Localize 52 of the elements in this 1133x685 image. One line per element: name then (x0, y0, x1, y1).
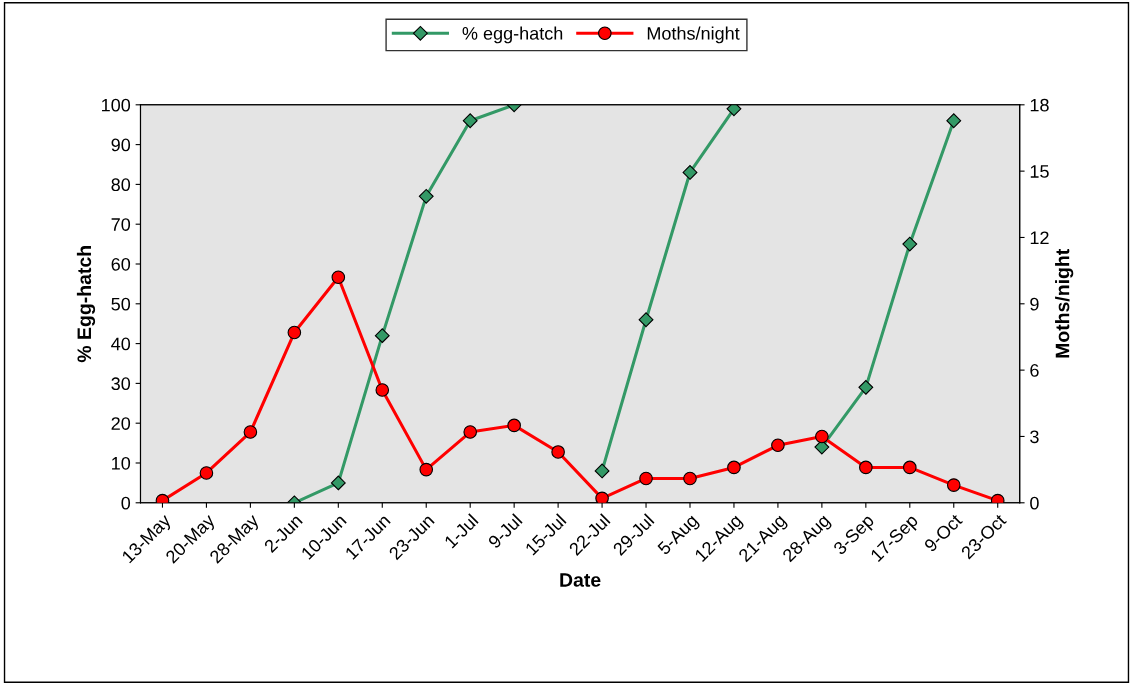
legend-label: Moths/night (647, 26, 740, 44)
point (946, 478, 961, 492)
point (902, 460, 917, 475)
point (815, 429, 829, 444)
point (374, 328, 390, 344)
point (639, 471, 653, 486)
point (726, 104, 742, 117)
point (243, 425, 258, 439)
y2-axis-title: Moths/night (1055, 248, 1074, 358)
y-axis-title: % Egg-hatch (76, 246, 96, 363)
point (199, 466, 214, 480)
point (771, 438, 785, 453)
y-tick-label: 30 (111, 377, 131, 391)
x-axis-title: Date (560, 573, 601, 587)
y-tick-label: 60 (111, 257, 131, 271)
point (287, 325, 302, 340)
point (551, 445, 565, 459)
point (683, 471, 697, 486)
y2-tick-label: 6 (1030, 364, 1039, 377)
point (682, 165, 698, 180)
y2-tick-label: 9 (1030, 297, 1039, 311)
y2-tick-label: 18 (1030, 98, 1049, 112)
point (595, 491, 609, 503)
point (638, 312, 654, 328)
point (419, 462, 434, 477)
y-tick-label: 100 (102, 98, 131, 112)
point (375, 383, 390, 397)
point (902, 236, 918, 252)
point (859, 460, 873, 475)
point (946, 113, 962, 129)
point (462, 113, 478, 129)
y2-tick-label: 3 (1030, 430, 1039, 444)
y2-tick-label: 15 (1030, 165, 1049, 178)
point (507, 418, 521, 433)
y-tick-label: 50 (111, 297, 131, 311)
point (331, 270, 346, 285)
point (858, 379, 874, 395)
point (463, 425, 477, 439)
point (418, 188, 434, 204)
legend-label: % egg-hatch (462, 26, 563, 44)
y-tick-label: 70 (111, 218, 131, 231)
y-tick-label: 40 (111, 337, 131, 351)
y-tick-label: 80 (111, 178, 131, 192)
point (594, 463, 610, 479)
y-tick-label: 90 (111, 138, 131, 152)
y2-tick-label: 12 (1030, 231, 1049, 245)
y-tick-label: 0 (121, 496, 131, 510)
y-tick-label: 10 (112, 456, 131, 470)
y-tick-label: 20 (111, 417, 131, 430)
y2-tick-label: 0 (1030, 496, 1039, 510)
point (727, 460, 741, 475)
point (330, 475, 346, 491)
